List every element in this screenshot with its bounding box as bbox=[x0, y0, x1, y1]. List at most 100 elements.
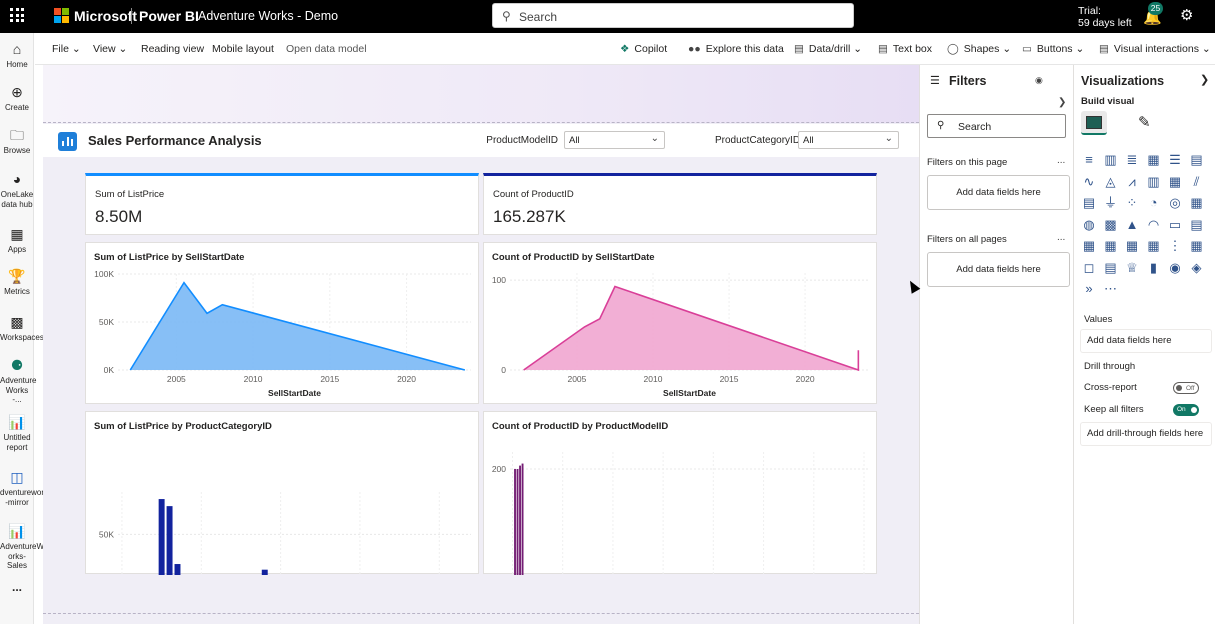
shapes-menu[interactable]: ◯ Shapes ⌄ bbox=[947, 43, 1012, 55]
card-visual-icon[interactable]: ▭ bbox=[1168, 216, 1182, 232]
report-canvas[interactable]: Sales Performance Analysis ProductModelI… bbox=[43, 65, 919, 624]
drill-through-drop-well[interactable]: Add drill-through fields here bbox=[1081, 423, 1211, 445]
nav-onelake[interactable]: ◕ OneLake data hub bbox=[0, 171, 34, 209]
multi-row-card-visual-icon[interactable]: ▤ bbox=[1190, 216, 1203, 232]
more-options-icon[interactable]: ... bbox=[1057, 232, 1066, 243]
bar[interactable] bbox=[166, 506, 173, 575]
arcgis-visual-icon[interactable]: ◉ bbox=[1169, 259, 1181, 275]
power-apps-visual-icon[interactable]: ◈ bbox=[1191, 259, 1202, 275]
decomposition-visual-icon[interactable]: ⋮ bbox=[1168, 238, 1182, 253]
clustered-bar-visual-icon[interactable]: ≣ bbox=[1126, 152, 1138, 167]
bar[interactable] bbox=[521, 463, 524, 575]
nav-more[interactable]: ... bbox=[0, 581, 34, 593]
filters-page-drop-well[interactable]: Add data fields here bbox=[927, 175, 1070, 210]
100-bar-visual-icon[interactable]: ☰ bbox=[1169, 152, 1181, 167]
table-visual-icon[interactable]: ▦ bbox=[1125, 238, 1139, 253]
visual-interactions-menu[interactable]: ▤ Visual interactions ⌄ bbox=[1099, 43, 1211, 55]
bar[interactable] bbox=[158, 499, 165, 575]
slicer-visual-icon[interactable]: ▦ bbox=[1104, 238, 1117, 253]
values-drop-well[interactable]: Add data fields here bbox=[1081, 330, 1211, 352]
line-column-visual-icon[interactable]: ▥ bbox=[1147, 173, 1160, 189]
slicer-productmodelid[interactable]: All ⌄ bbox=[564, 131, 665, 149]
power-automate-visual-icon[interactable]: » bbox=[1085, 281, 1093, 296]
stacked-bar-visual-icon[interactable]: ≡ bbox=[1085, 152, 1093, 167]
eye-icon[interactable]: ◉ bbox=[1035, 75, 1043, 85]
expand-pane-icon[interactable]: ❯ bbox=[1058, 97, 1067, 108]
funnel-visual-icon[interactable]: ⏚ bbox=[1103, 195, 1117, 210]
slicer-productcategoryid[interactable]: All ⌄ bbox=[798, 131, 899, 149]
azure-map-visual-icon[interactable]: ▲ bbox=[1125, 216, 1139, 232]
explore-data-button[interactable]: ●● Explore this data bbox=[688, 43, 784, 55]
more-visuals-visual-icon[interactable]: ⋯ bbox=[1104, 281, 1117, 296]
file-menu[interactable]: File ⌄ bbox=[52, 43, 81, 55]
product-name[interactable]: Power BI bbox=[139, 8, 199, 24]
line-visual-icon[interactable]: ∿ bbox=[1083, 173, 1095, 189]
clustered-column-visual-icon[interactable]: ▦ bbox=[1147, 152, 1160, 167]
chevron-right-icon[interactable]: ❯ bbox=[1200, 74, 1210, 86]
chart-listprice-by-categoryid[interactable]: 0K50K010203040ProductCategoryID Sum of L… bbox=[85, 411, 479, 575]
nav-adventureworks-mirror[interactable]: ◫ dventureworks -mirror bbox=[0, 469, 53, 507]
chart-count-by-sellstartdate[interactable]: 0 100 2005 2010 2015 2020 SellStartDate Count … bbox=[483, 242, 877, 404]
build-visual-tab[interactable] bbox=[1081, 111, 1107, 135]
key-influencers-visual-icon[interactable]: ▦ bbox=[1190, 238, 1203, 253]
card-count-productid[interactable]: Count of ProductID 165.287K bbox=[483, 173, 877, 235]
nav-workspaces[interactable]: ▩ Workspaces bbox=[0, 314, 44, 342]
filters-search-input[interactable]: ⚲ Search bbox=[927, 114, 1066, 138]
qa-visual-icon[interactable]: ◻ bbox=[1083, 259, 1095, 275]
cross-report-toggle[interactable]: Off bbox=[1173, 382, 1199, 394]
ribbon-visual-icon[interactable]: ⫽ bbox=[1193, 173, 1200, 189]
donut-visual-icon[interactable]: ◎ bbox=[1169, 195, 1181, 210]
scatter-visual-icon[interactable]: ⁘ bbox=[1126, 195, 1138, 210]
nav-apps[interactable]: ▦ Apps bbox=[0, 226, 34, 255]
map-visual-icon[interactable]: ◍ bbox=[1083, 216, 1095, 232]
card-sum-listprice[interactable]: Sum of ListPrice 8.50M bbox=[85, 173, 479, 235]
buttons-menu[interactable]: ▭ Buttons ⌄ bbox=[1022, 43, 1085, 55]
stacked-column-visual-icon[interactable]: ▥ bbox=[1104, 152, 1117, 167]
open-data-model-button[interactable]: Open data model bbox=[286, 43, 367, 55]
filled-map-visual-icon[interactable]: ▩ bbox=[1104, 216, 1117, 232]
more-options-icon[interactable]: ... bbox=[1057, 155, 1066, 166]
kpi-visual-icon[interactable]: ▦ bbox=[1082, 238, 1096, 253]
view-menu[interactable]: View ⌄ bbox=[93, 43, 128, 55]
pie-visual-icon[interactable]: ◔ bbox=[1149, 195, 1158, 210]
bar[interactable] bbox=[519, 465, 521, 575]
app-launcher-icon[interactable] bbox=[10, 8, 24, 22]
bar[interactable] bbox=[516, 469, 519, 575]
chart-count-by-modelid[interactable]: 0200020406080100120140ProductModelID Cou… bbox=[483, 411, 877, 575]
data-drill-menu[interactable]: ▤ Data/drill ⌄ bbox=[794, 43, 863, 55]
treemap-visual-icon[interactable]: ▦ bbox=[1190, 195, 1203, 210]
nav-browse[interactable]: 🗀 Browse bbox=[0, 127, 34, 156]
text-box-button[interactable]: ▤ Text box bbox=[878, 43, 933, 55]
bar[interactable] bbox=[514, 469, 516, 575]
microsoft-brand[interactable]: Microsoft bbox=[74, 8, 137, 24]
nav-adventureworks-sales[interactable]: 📊 AdventureW orks-Sales bbox=[0, 523, 45, 570]
settings-gear-icon[interactable]: ⚙ bbox=[1180, 7, 1194, 24]
waterfall-visual-icon[interactable]: ▤ bbox=[1082, 195, 1096, 210]
trophy-metrics-visual-icon[interactable]: ♕ bbox=[1126, 259, 1138, 275]
report-name[interactable]: Adventure Works - Demo bbox=[198, 9, 339, 23]
paginated-visual-icon[interactable]: ▮ bbox=[1149, 259, 1158, 275]
bar[interactable] bbox=[174, 564, 181, 575]
line-column-2-visual-icon[interactable]: ▦ bbox=[1168, 173, 1182, 189]
mobile-layout-button[interactable]: Mobile layout bbox=[212, 43, 274, 55]
100-column-visual-icon[interactable]: ▤ bbox=[1190, 152, 1203, 167]
area-visual-icon[interactable]: ◬ bbox=[1105, 173, 1116, 189]
stacked-area-visual-icon[interactable]: ⩘ bbox=[1128, 173, 1136, 189]
nav-home[interactable]: ⌂ Home bbox=[0, 41, 34, 70]
keep-all-filters-toggle[interactable]: On bbox=[1173, 404, 1199, 416]
bar[interactable] bbox=[261, 569, 268, 575]
smart-narrative-visual-icon[interactable]: ▤ bbox=[1104, 259, 1117, 275]
nav-adventure-works-workspace[interactable]: ⚈ Adventure Works -... bbox=[0, 357, 37, 404]
nav-untitled-report[interactable]: 📊 Untitled report bbox=[0, 414, 34, 452]
nav-create[interactable]: ⊕ Create bbox=[0, 84, 34, 113]
trial-status[interactable]: Trial: 59 days left bbox=[1078, 5, 1132, 29]
matrix-visual-icon[interactable]: ▦ bbox=[1147, 238, 1160, 253]
gauge-visual-icon[interactable]: ◠ bbox=[1147, 216, 1160, 232]
chart-listprice-by-sellstartdate[interactable]: 0K 50K 100K 2005 2010 2015 2020 SellStartDate S… bbox=[85, 242, 479, 404]
format-visual-tab[interactable]: ✎ bbox=[1132, 111, 1158, 135]
global-search-input[interactable]: ⚲ Search bbox=[492, 3, 854, 28]
copilot-button[interactable]: ❖ Copilot bbox=[620, 43, 668, 55]
reading-view-button[interactable]: Reading view bbox=[141, 43, 205, 55]
nav-metrics[interactable]: 🏆 Metrics bbox=[0, 268, 34, 297]
filters-all-pages-drop-well[interactable]: Add data fields here bbox=[927, 252, 1070, 287]
